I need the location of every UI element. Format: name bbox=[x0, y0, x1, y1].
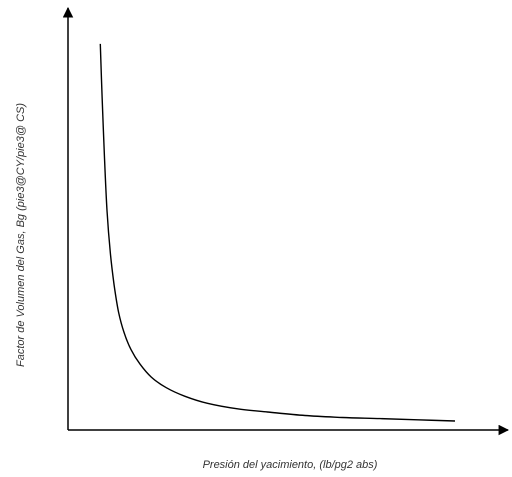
bg-curve bbox=[99, 43, 456, 422]
y-axis-label: Factor de Volumen del Gas, Bg (pie3@CY/p… bbox=[15, 103, 27, 367]
x-axis-label: Presión del yacimiento, (lb/pg2 abs) bbox=[203, 459, 378, 471]
